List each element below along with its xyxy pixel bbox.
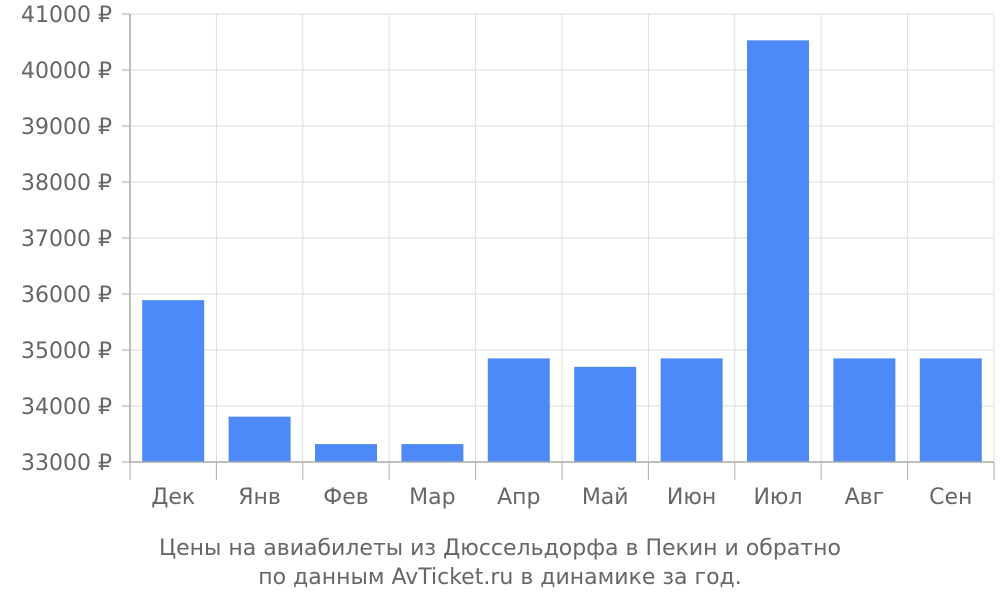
chart-caption-line-1: Цены на авиабилеты из Дюссельдорфа в Пек… <box>159 536 841 561</box>
x-tick-label: Авг <box>845 485 885 510</box>
bar <box>142 300 205 462</box>
y-tick-label: 39000 ₽ <box>21 115 112 140</box>
bar <box>660 358 723 462</box>
bar <box>747 40 809 462</box>
bar <box>487 358 550 462</box>
y-tick-label: 36000 ₽ <box>21 283 112 308</box>
y-axis-labels: 33000 ₽ 34000 ₽ 35000 ₽ 36000 ₽ 37000 ₽ 38000… <box>21 3 112 476</box>
bar <box>401 444 464 462</box>
x-tick-label: Май <box>582 485 629 510</box>
y-tick-label: 33000 ₽ <box>21 451 112 476</box>
y-tick-label: 35000 ₽ <box>21 339 112 364</box>
bars <box>142 40 982 462</box>
x-tick-label: Июн <box>667 485 716 510</box>
x-tick-label: Дек <box>151 485 195 510</box>
grid <box>130 13 995 463</box>
bar <box>919 358 982 462</box>
y-tick-label: 37000 ₽ <box>21 227 112 252</box>
y-tick-label: 41000 ₽ <box>21 3 112 28</box>
x-tick-label: Июл <box>753 485 802 510</box>
y-tick-label: 34000 ₽ <box>21 395 112 420</box>
x-tick-label: Мар <box>409 485 455 510</box>
axes <box>122 13 995 480</box>
bar <box>228 416 291 462</box>
bar <box>833 358 896 462</box>
bar-chart: 33000 ₽ 34000 ₽ 35000 ₽ 36000 ₽ 37000 ₽ 38000… <box>21 3 995 510</box>
y-tick-label: 38000 ₽ <box>21 171 112 196</box>
x-tick-label: Апр <box>497 485 540 510</box>
x-tick-label: Янв <box>238 485 281 510</box>
x-tick-label: Сен <box>929 485 972 510</box>
chart-caption-line-2: по данным AvTicket.ru в динамике за год. <box>258 565 742 590</box>
y-tick-label: 40000 ₽ <box>21 59 112 84</box>
bar <box>315 444 377 462</box>
x-tick-label: Фев <box>323 485 368 510</box>
x-axis-labels: Дек Янв Фев Мар Апр Май Июн Июл Авг Сен <box>151 485 972 510</box>
bar <box>574 366 637 462</box>
